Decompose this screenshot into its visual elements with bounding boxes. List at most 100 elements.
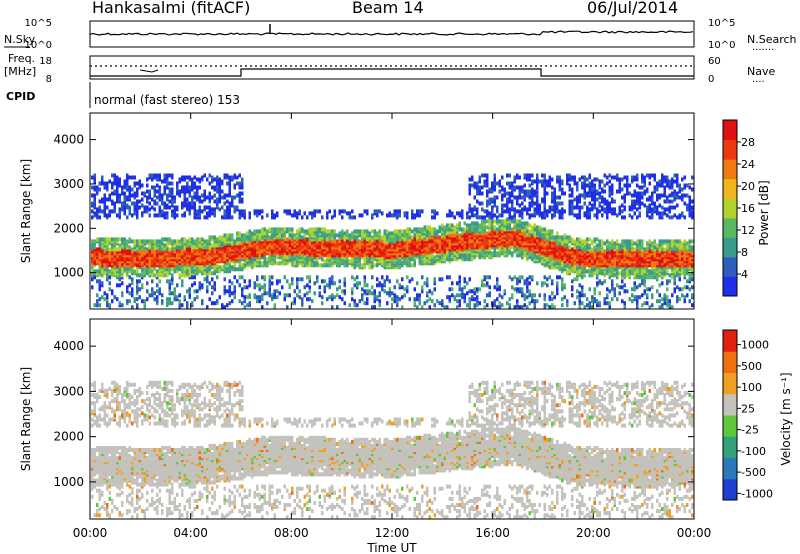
power-cell (98, 241, 101, 246)
power-cell (193, 205, 196, 210)
power-cell (118, 247, 121, 252)
power-cell (513, 195, 516, 200)
power-cell (456, 211, 459, 216)
power-cell (218, 181, 221, 186)
power-cell (458, 275, 461, 280)
power-cell (421, 285, 424, 290)
power-cell (578, 269, 581, 274)
power-cell (501, 193, 504, 198)
power-cell (368, 239, 371, 244)
power-cell (556, 261, 559, 266)
power-cell (236, 279, 239, 284)
power-cell (103, 271, 106, 276)
power-cell (156, 295, 159, 300)
power-cell (461, 253, 464, 258)
power-cell (518, 175, 521, 180)
power-cell (493, 285, 496, 290)
power-cell (188, 237, 191, 242)
power-cell (166, 197, 169, 202)
power-cell (163, 237, 166, 242)
nave-label: Nave (747, 65, 775, 78)
power-cell (228, 265, 231, 270)
power-cell (276, 289, 279, 294)
power-cell (266, 291, 269, 296)
power-cell (481, 215, 484, 220)
power-cell (573, 205, 576, 210)
power-cell (181, 283, 184, 288)
power-cell (101, 237, 104, 242)
power-cell (191, 301, 194, 306)
power-cell (588, 269, 591, 274)
freq-trace (90, 68, 694, 77)
power-cell (553, 295, 556, 300)
power-cell (348, 211, 351, 216)
power-cell (351, 215, 354, 220)
power-cell (228, 201, 231, 206)
power-cell (463, 221, 466, 226)
power-cell (223, 173, 226, 178)
power-cell (228, 233, 231, 238)
power-cell (533, 179, 536, 184)
power-cell (141, 183, 144, 188)
power-cell (176, 283, 179, 288)
power-cell (146, 195, 149, 200)
power-cell (546, 179, 549, 184)
power-cell (503, 193, 506, 198)
power-cell (98, 199, 101, 204)
power-cell (476, 207, 479, 212)
power-cell (96, 269, 99, 274)
power-cell (116, 213, 119, 218)
power-cell (531, 251, 534, 256)
power-cell (256, 299, 259, 304)
power-cell (586, 183, 589, 188)
power-cell (508, 195, 511, 200)
power-cell (541, 259, 544, 264)
power-cell (283, 293, 286, 298)
power-cell (256, 283, 259, 288)
power-cell (171, 173, 174, 178)
nsky-label: N.Sky (4, 33, 36, 46)
power-cell (526, 289, 529, 294)
power-cell (136, 243, 139, 248)
power-cell (423, 259, 426, 264)
power-cell (96, 279, 99, 284)
power-cell (578, 299, 581, 304)
power-cell (271, 215, 274, 220)
power-cell (238, 299, 241, 304)
power-cell (226, 213, 229, 218)
power-cell (276, 227, 279, 232)
power-cell (498, 247, 501, 252)
power-cell (578, 215, 581, 220)
power-cell (118, 267, 121, 272)
power-cell (333, 281, 336, 286)
power-cell (191, 283, 194, 288)
power-cell (178, 189, 181, 194)
power-cell (193, 201, 196, 206)
power-cell (203, 277, 206, 282)
power-cell (516, 277, 519, 282)
power-cell (513, 213, 516, 218)
power-cell (243, 279, 246, 284)
power-cell (308, 275, 311, 280)
power-cell (166, 301, 169, 306)
power-cell (141, 249, 144, 254)
power-cell (183, 295, 186, 300)
power-cell (331, 233, 334, 238)
power-cell (316, 261, 319, 266)
power-cell (581, 193, 584, 198)
power-cell (108, 237, 111, 242)
power-cell (461, 295, 464, 300)
power-cell (366, 209, 369, 214)
power-cell (156, 269, 159, 274)
power-cell (181, 185, 184, 190)
power-cell (98, 181, 101, 186)
station-title: Hankasalmi (fitACF) (92, 0, 251, 17)
power-cell (458, 221, 461, 226)
power-cell (281, 227, 284, 232)
power-cell (331, 261, 334, 266)
power-cell (526, 211, 529, 216)
power-cell (471, 289, 474, 294)
power-cell (133, 175, 136, 180)
power-cell (358, 263, 361, 268)
power-cell (536, 173, 539, 178)
